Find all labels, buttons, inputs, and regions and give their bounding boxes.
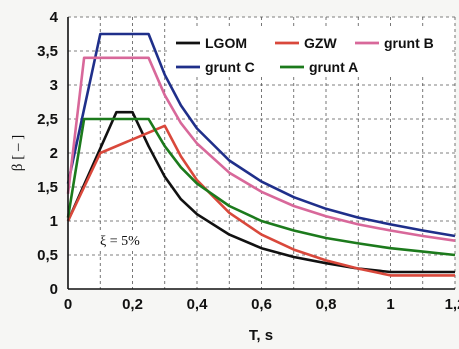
y-tick-label: 2 bbox=[50, 145, 58, 162]
series-line-grunt-a bbox=[66, 117, 456, 257]
x-tick-label: 0,8 bbox=[316, 296, 337, 313]
legend-label-grunt-b: grunt B bbox=[384, 35, 434, 51]
x-tick-label: 1,2 bbox=[445, 296, 459, 313]
y-tick-label: 1 bbox=[50, 213, 58, 230]
y-tick-label: 3 bbox=[50, 77, 58, 94]
tick-labels: 0 0,2 0,4 0,6 0,8 1 1,2 0 0,5 1 1,5 2 2,5 3 3,5 4 bbox=[37, 9, 459, 313]
y-tick-label: 0 bbox=[50, 281, 58, 298]
legend-label-grunt-a: grunt A bbox=[309, 59, 358, 75]
series-line-grunt-b bbox=[66, 56, 456, 242]
annotation-background bbox=[95, 230, 157, 250]
legend-label-grunt-c: grunt C bbox=[205, 59, 255, 75]
y-axis-title: β [ – ] bbox=[10, 135, 26, 171]
series-line-gzw bbox=[66, 124, 455, 277]
axes bbox=[67, 17, 455, 290]
legend: LGOM GZW grunt B grunt C grunt A bbox=[170, 28, 452, 76]
y-tick-label: 4 bbox=[50, 9, 59, 26]
series-line-lgom bbox=[66, 110, 455, 274]
y-tick-label: 0,5 bbox=[37, 247, 58, 264]
x-tick-label: 0,4 bbox=[187, 296, 209, 313]
x-tick-label: 0,2 bbox=[122, 296, 143, 313]
legend-label-lgom: LGOM bbox=[205, 35, 247, 51]
x-tick-label: 0,6 bbox=[251, 296, 272, 313]
series-layer bbox=[66, 32, 456, 277]
legend-label-gzw: GZW bbox=[304, 35, 337, 51]
x-tick-label: 0 bbox=[64, 296, 72, 313]
y-tick-label: 2,5 bbox=[37, 111, 58, 128]
damping-annotation: ξ = 5% bbox=[100, 234, 140, 249]
y-tick-label: 1,5 bbox=[37, 179, 58, 196]
series-line-grunt-c bbox=[66, 32, 456, 238]
x-tick-label: 1 bbox=[386, 296, 394, 313]
x-axis-title: T, s bbox=[249, 327, 273, 344]
legend-background bbox=[170, 28, 452, 76]
y-tick-label: 3,5 bbox=[37, 43, 58, 60]
